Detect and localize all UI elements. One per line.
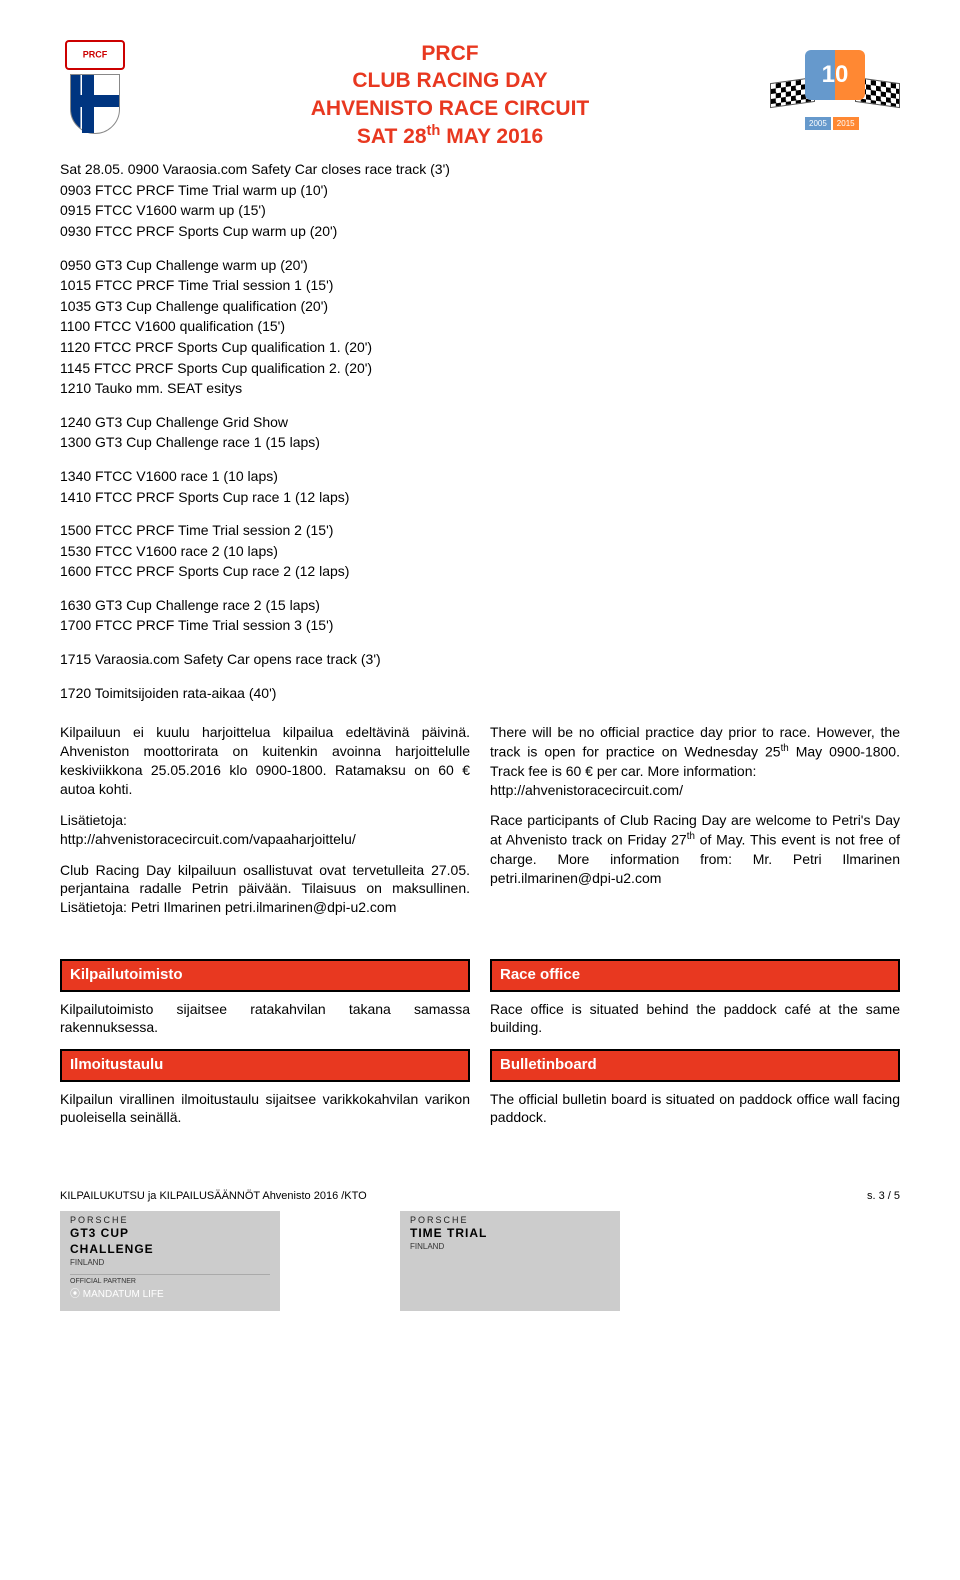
raceoffice-body: Race office is situated behind the paddo… <box>490 1000 900 1038</box>
schedule-line: 1100 FTCC V1600 qualification (15') <box>60 317 900 337</box>
bulletinboard-heading: Bulletinboard <box>490 1049 900 1081</box>
schedule-line: 1240 GT3 Cup Challenge Grid Show <box>60 413 900 433</box>
schedule-line: 1120 FTCC PRCF Sports Cup qualification … <box>60 338 900 358</box>
raceoffice-heading: Race office <box>490 959 900 991</box>
info-left-column: Kilpailuun ei kuulu harjoittelua kilpail… <box>60 723 470 929</box>
schedule-section: Sat 28.05. 0900 Varaosia.com Safety Car … <box>60 160 900 703</box>
page-footer: KILPAILUKUTSU ja KILPAILUSÄÄNNÖT Ahvenis… <box>60 1189 900 1204</box>
title-line-4: SAT 28th MAY 2016 <box>130 122 770 150</box>
info-right-column: There will be no official practice day p… <box>490 723 900 929</box>
footer-left: KILPAILUKUTSU ja KILPAILUSÄÄNNÖT Ahvenis… <box>60 1189 367 1204</box>
sponsor-timetrial: PORSCHE TIME TRIAL FINLAND <box>400 1211 620 1311</box>
anniversary-years: 2005 2015 <box>805 117 859 130</box>
finland-shield-icon <box>70 74 120 134</box>
schedule-line: 1410 FTCC PRCF Sports Cup race 1 (12 lap… <box>60 488 900 508</box>
sponsor-gt3cup: PORSCHE GT3 CUP CHALLENGE FINLAND OFFICI… <box>60 1211 280 1311</box>
logo-left <box>60 40 130 140</box>
sections-right: Race office Race office is situated behi… <box>490 947 900 1139</box>
schedule-line: 1300 GT3 Cup Challenge race 1 (15 laps) <box>60 433 900 453</box>
page-header: PRCF CLUB RACING DAY AHVENISTO RACE CIRC… <box>60 40 900 150</box>
practice-info-en: There will be no official practice day p… <box>490 723 900 799</box>
sections-left: Kilpailutoimisto Kilpailutoimisto sijait… <box>60 947 470 1139</box>
schedule-line: 1630 GT3 Cup Challenge race 2 (15 laps) <box>60 596 900 616</box>
more-info-fi: Lisätietoja: http://ahvenistoracecircuit… <box>60 811 470 849</box>
title-line-2: CLUB RACING DAY <box>130 67 770 94</box>
anniversary-logo: 10 2005 2015 <box>770 40 900 140</box>
schedule-line: 0903 FTCC PRCF Time Trial warm up (10') <box>60 181 900 201</box>
schedule-line: 1015 FTCC PRCF Time Trial session 1 (15'… <box>60 276 900 296</box>
info-columns: Kilpailuun ei kuulu harjoittelua kilpail… <box>60 723 900 929</box>
schedule-line: 0930 FTCC PRCF Sports Cup warm up (20') <box>60 222 900 242</box>
schedule-line: 1035 GT3 Cup Challenge qualification (20… <box>60 297 900 317</box>
title-line-3: AHVENISTO RACE CIRCUIT <box>130 95 770 122</box>
header-title: PRCF CLUB RACING DAY AHVENISTO RACE CIRC… <box>130 40 770 150</box>
petri-day-en: Race participants of Club Racing Day are… <box>490 811 900 887</box>
schedule-line: 1720 Toimitsijoiden rata-aikaa (40') <box>60 684 900 704</box>
schedule-line: 0915 FTCC V1600 warm up (15') <box>60 201 900 221</box>
petri-day-fi: Club Racing Day kilpailuun osallistuvat … <box>60 861 470 918</box>
prcf-logo-icon <box>65 40 125 70</box>
schedule-line: 1340 FTCC V1600 race 1 (10 laps) <box>60 467 900 487</box>
ilmoitustaulu-heading: Ilmoitustaulu <box>60 1049 470 1081</box>
anniversary-badge-icon: 10 <box>805 50 865 100</box>
schedule-line: Sat 28.05. 0900 Varaosia.com Safety Car … <box>60 160 900 180</box>
practice-info-fi: Kilpailuun ei kuulu harjoittelua kilpail… <box>60 723 470 799</box>
schedule-line: 1600 FTCC PRCF Sports Cup race 2 (12 lap… <box>60 562 900 582</box>
schedule-line: 1210 Tauko mm. SEAT esitys <box>60 379 900 399</box>
kilpailutoimisto-body: Kilpailutoimisto sijaitsee ratakahvilan … <box>60 1000 470 1038</box>
ilmoitustaulu-body: Kilpailun virallinen ilmoitustaulu sijai… <box>60 1090 470 1128</box>
schedule-line: 1145 FTCC PRCF Sports Cup qualification … <box>60 359 900 379</box>
schedule-line: 1700 FTCC PRCF Time Trial session 3 (15'… <box>60 616 900 636</box>
schedule-line: 1500 FTCC PRCF Time Trial session 2 (15'… <box>60 521 900 541</box>
footer-right: s. 3 / 5 <box>867 1189 900 1204</box>
sponsor-row: PORSCHE GT3 CUP CHALLENGE FINLAND OFFICI… <box>60 1211 900 1311</box>
kilpailutoimisto-heading: Kilpailutoimisto <box>60 959 470 991</box>
schedule-line: 1715 Varaosia.com Safety Car opens race … <box>60 650 900 670</box>
schedule-line: 0950 GT3 Cup Challenge warm up (20') <box>60 256 900 276</box>
title-line-1: PRCF <box>130 40 770 67</box>
bulletinboard-body: The official bulletin board is situated … <box>490 1090 900 1128</box>
schedule-line: 1530 FTCC V1600 race 2 (10 laps) <box>60 542 900 562</box>
sections-columns: Kilpailutoimisto Kilpailutoimisto sijait… <box>60 947 900 1139</box>
